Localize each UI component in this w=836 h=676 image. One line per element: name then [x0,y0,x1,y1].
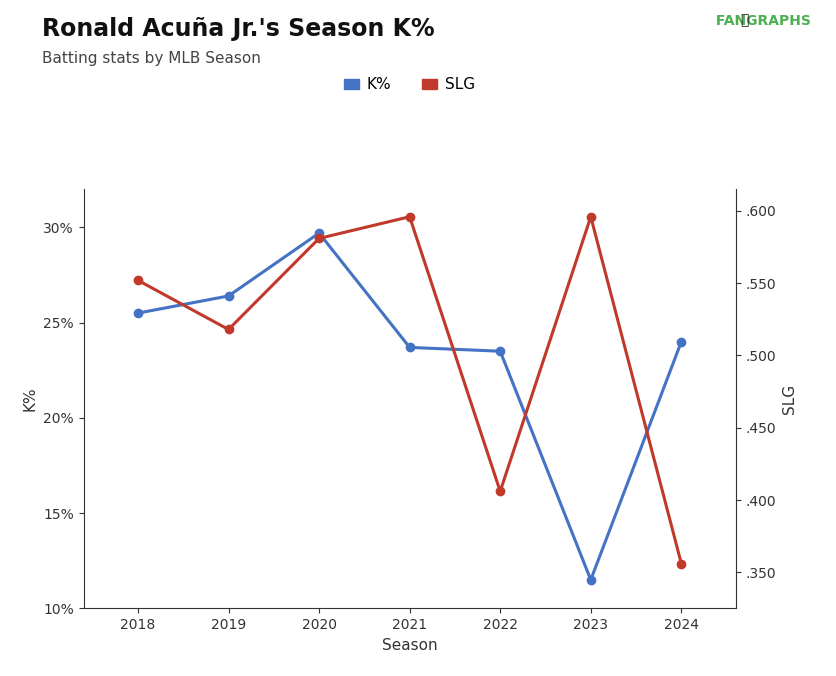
Y-axis label: SLG: SLG [782,384,797,414]
Legend: K%, SLG: K%, SLG [338,71,482,99]
Text: FANGRAPHS: FANGRAPHS [711,14,811,28]
Text: Ronald Acuña Jr.'s Season K%: Ronald Acuña Jr.'s Season K% [42,17,435,41]
Text: ⛹: ⛹ [740,14,748,28]
Y-axis label: K%: K% [23,387,38,411]
Text: Batting stats by MLB Season: Batting stats by MLB Season [42,51,261,66]
X-axis label: Season: Season [382,637,437,652]
